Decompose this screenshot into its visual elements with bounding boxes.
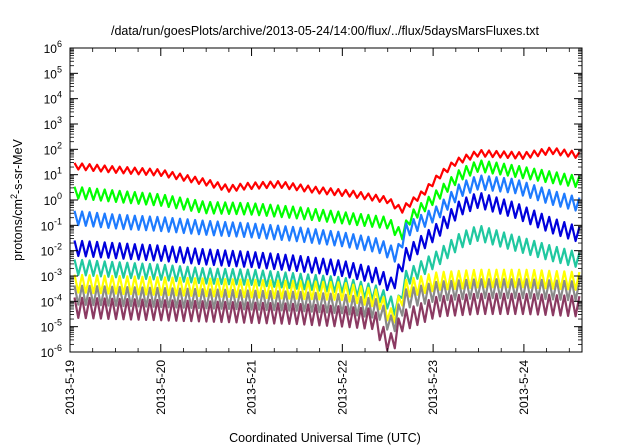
plot-area <box>69 47 583 353</box>
series-layer <box>73 146 581 352</box>
y-tick-label: 10-6 <box>41 343 62 360</box>
x-tick-labels: 2013-5-19 2013-5-20 2013-5-21 2013-5-22 2013… <box>63 360 531 415</box>
y-tick-label: 103 <box>44 115 62 132</box>
y-tick-labels: 10-6 10-5 10-4 10-3 10-2 10-1 100 101 102 103 104 1… <box>41 39 62 360</box>
y-tick-label: 100 <box>44 191 62 208</box>
y-tick-label: 10-5 <box>41 318 62 335</box>
y-tick-label: 102 <box>44 140 62 157</box>
x-axis-label: Coordinated Universal Time (UTC) <box>229 431 421 445</box>
series-line-8 <box>73 292 581 352</box>
chart-title: /data/run/goesPlots/archive/2013-05-24/1… <box>111 24 540 38</box>
x-tick-label: 2013-5-23 <box>426 360 440 415</box>
x-tick-label: 2013-5-21 <box>245 360 259 415</box>
x-tick-label: 2013-5-22 <box>335 360 349 415</box>
y-tick-label: 10-2 <box>41 242 62 259</box>
y-tick-label: 10-3 <box>41 267 62 284</box>
y-tick-label: 106 <box>44 39 62 56</box>
series-line-6 <box>73 268 581 324</box>
y-tick-label: 104 <box>44 90 62 107</box>
series-line-2 <box>73 159 581 241</box>
y-tick-label: 101 <box>44 166 62 183</box>
x-tick-label: 2013-5-24 <box>517 360 531 415</box>
y-axis-label: protons/cm2-s-sr-MeV <box>9 138 25 260</box>
tick-layer <box>69 47 582 353</box>
x-tick-label: 2013-5-19 <box>63 360 77 415</box>
y-tick-label: 10-4 <box>41 292 62 309</box>
y-tick-label: 105 <box>44 64 62 81</box>
series-line-7 <box>73 278 581 333</box>
x-tick-label: 2013-5-20 <box>154 360 168 415</box>
series-line-5 <box>73 225 581 316</box>
series-line-1 <box>73 146 581 214</box>
series-line-4 <box>73 192 581 292</box>
y-tick-label: 10-1 <box>41 216 62 233</box>
series-line-3 <box>73 174 581 263</box>
